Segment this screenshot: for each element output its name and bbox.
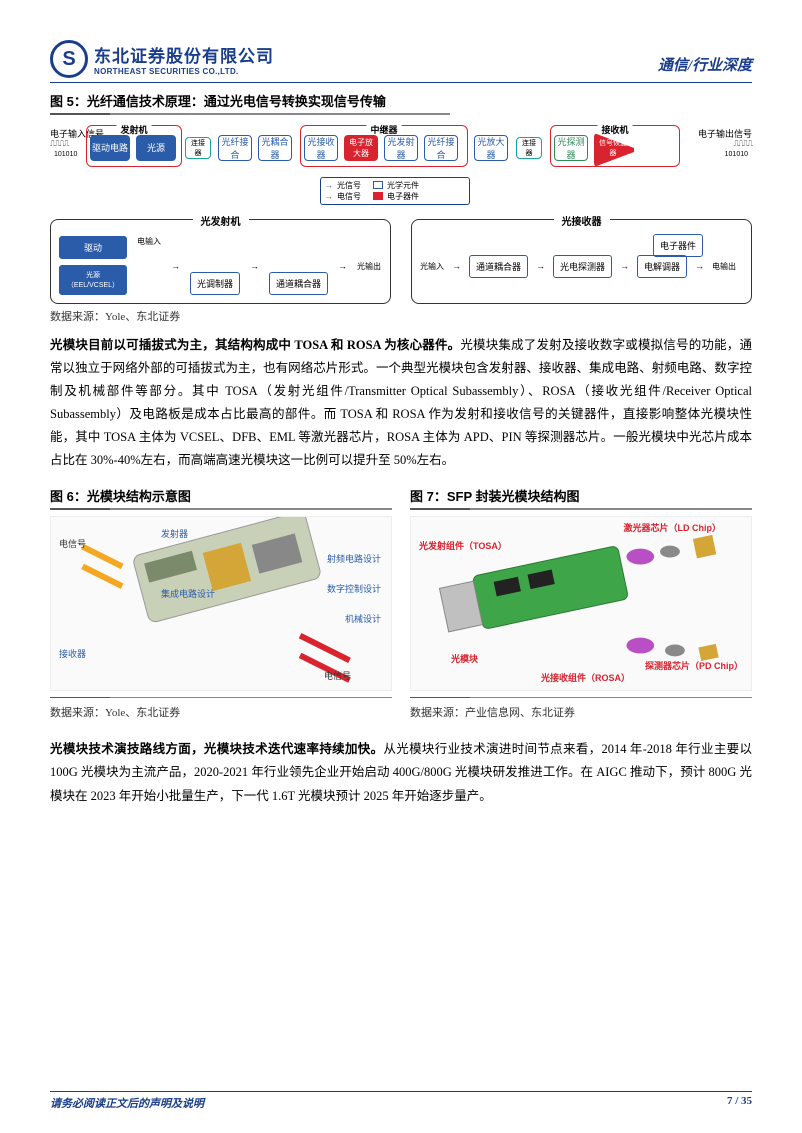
header-category: 通信/行业深度 <box>658 40 752 75</box>
fig6-ic: 集成电路设计 <box>161 587 215 600</box>
para1-bold: 光模块目前以可插拔式为主，其结构构成中 TOSA 和 ROSA 为核心器件。 <box>50 338 460 352</box>
para1: 光模块目前以可插拔式为主，其结构构成中 TOSA 和 ROSA 为核心器件。光模… <box>50 334 752 473</box>
fig7-module: 光模块 <box>451 652 478 665</box>
legend-opt: 光信号 <box>337 180 361 191</box>
sub-tx-out: 光输出 <box>357 261 381 272</box>
box-fcouple2: 光纤接合 <box>424 135 458 161</box>
para2-bold: 光模块技术演技路线方面，光模块技术迭代速率持续加快。 <box>50 742 383 756</box>
footer-disclaimer: 请务必阅读正文后的声明及说明 <box>50 1095 204 1111</box>
box-fcouple1: 光纤接合 <box>218 135 252 161</box>
sub-rx-det: 光电探测器 <box>553 255 612 278</box>
sub-rx-demod: 电解调器 <box>637 255 687 278</box>
fig7-divider2 <box>410 697 752 699</box>
para1-rest: 光模块集成了发射及接收数字或模拟信号的功能，通常以独立于网络外部的可插拔式为主，… <box>50 338 752 468</box>
fig5-title: 图 5：光纤通信技术原理：通过光电信号转换实现信号传输 <box>50 91 752 110</box>
fig6-rf: 射频电路设计 <box>327 552 381 565</box>
fig7-divider <box>410 508 752 510</box>
box-ocoupl: 光耦合器 <box>258 135 292 161</box>
logo-block: S 东北证券股份有限公司 NORTHEAST SECURITIES CO.,LT… <box>50 40 274 78</box>
fig6-divider2 <box>50 697 392 699</box>
input-bits: 101010 <box>54 151 77 158</box>
fig6-esig-out: 电信号 <box>324 669 351 682</box>
output-bits: 101010 <box>725 151 748 158</box>
fig6-title: 图 6：光模块结构示意图 <box>50 486 392 505</box>
fig6-rx: 接收器 <box>59 647 86 660</box>
fig6-tx: 发射器 <box>161 527 188 540</box>
fig6-esig-in: 电信号 <box>59 537 86 550</box>
fig7-tosa: 光发射组件（TOSA） <box>419 539 507 552</box>
fig5-source: 数据来源：Yole、东北证券 <box>50 308 752 324</box>
logo-cn: 东北证券股份有限公司 <box>94 42 274 67</box>
sub-tx-title: 光发射机 <box>193 213 249 228</box>
page-header: S 东北证券股份有限公司 NORTHEAST SECURITIES CO.,LT… <box>50 40 752 83</box>
fig7-title: 图 7：SFP 封装光模块结构图 <box>410 486 752 505</box>
box-odet: 光探测器 <box>554 135 588 161</box>
fig6-image: 电信号 发射器 集成电路设计 射频电路设计 数字控制设计 机械设计 接收器 电信… <box>50 516 392 691</box>
fig6-dc: 数字控制设计 <box>327 582 381 595</box>
output-label: 电子输出信号 <box>698 127 752 140</box>
logo-text: 东北证券股份有限公司 NORTHEAST SECURITIES CO.,LTD. <box>94 42 274 76</box>
fig5-divider <box>50 113 752 115</box>
box-eamp: 电子放大器 <box>344 135 378 161</box>
sub-rx-title: 光接收器 <box>554 213 610 228</box>
sub-rx-out: 电输出 <box>712 261 736 272</box>
box-sigrec: 信号恢复器 <box>596 138 630 158</box>
fig67-row: 图 6：光模块结构示意图 电信号 发射器 集成电路设计 射频电路设计 数字控制设… <box>50 480 752 730</box>
fig5-sub-row: 光发射机 驱动 光源（EEL/VCSEL） 电输入 → 光调制器 → 通道耦合器… <box>50 219 752 304</box>
legend-eleccomp: 电子器件 <box>387 191 419 202</box>
para2: 光模块技术演技路线方面，光模块技术迭代速率持续加快。从光模块行业技术演进时间节点… <box>50 738 752 807</box>
footer-page: 7 / 35 <box>727 1095 752 1111</box>
fig6-source: 数据来源：Yole、东北证券 <box>50 704 392 720</box>
tx-group-label: 发射机 <box>116 123 151 136</box>
sub-rx-in: 光输入 <box>420 261 444 272</box>
fig5-legend: →光信号 光学元件 →电信号 电子器件 <box>320 177 470 205</box>
fig7-source: 数据来源：产业信息网、东北证券 <box>410 704 752 720</box>
fig5-diagram: ⎍⎍⎍⎍ 电子输入信号 101010 发射机 驱动电路 光源 连接器 光纤接合 … <box>50 121 752 211</box>
fig6-col: 图 6：光模块结构示意图 电信号 发射器 集成电路设计 射频电路设计 数字控制设… <box>50 480 392 730</box>
box-laser: 光源 <box>136 135 176 161</box>
sub-tx-in: 电输入 <box>137 236 161 247</box>
fig7-col: 图 7：SFP 封装光模块结构图 激光器芯片（LD Chip） 光发射组件（TO… <box>410 480 752 730</box>
fig7-ld: 激光器芯片（LD Chip） <box>624 521 722 534</box>
sub-rx-demux: 通道耦合器 <box>469 255 528 278</box>
sub-tx-mod: 光调制器 <box>190 272 240 295</box>
logo-en: NORTHEAST SECURITIES CO.,LTD. <box>94 67 274 76</box>
legend-elec: 电信号 <box>337 191 361 202</box>
box-oemit: 光发射器 <box>384 135 418 161</box>
page-footer: 请务必阅读正文后的声明及说明 7 / 35 <box>50 1091 752 1111</box>
fig7-rosa: 光接收组件（ROSA） <box>541 671 630 684</box>
sub-tx-mux: 通道耦合器 <box>269 272 328 295</box>
fig7-image: 激光器芯片（LD Chip） 光发射组件（TOSA） 光模块 光接收组件（ROS… <box>410 516 752 691</box>
box-orecv: 光接收器 <box>304 135 338 161</box>
box-drive: 驱动电路 <box>90 135 130 161</box>
sub-tx: 光发射机 驱动 光源（EEL/VCSEL） 电输入 → 光调制器 → 通道耦合器… <box>50 219 391 304</box>
box-conn1: 连接器 <box>185 137 211 159</box>
fig6-mech: 机械设计 <box>345 612 381 625</box>
input-wave: ⎍⎍⎍⎍ <box>50 139 68 149</box>
logo-icon: S <box>50 40 88 78</box>
output-wave: ⎍⎍⎍⎍ <box>734 139 752 149</box>
sub-tx-drive: 驱动 <box>59 236 127 259</box>
sub-tx-src: 光源（EEL/VCSEL） <box>59 265 127 295</box>
box-conn2: 连接器 <box>516 137 542 159</box>
fig7-pd: 探测器芯片（PD Chip） <box>645 659 743 672</box>
legend-optcomp: 光学元件 <box>387 180 419 191</box>
sub-rx: 光接收器 光输入 → 通道耦合器 → 光电探测器 → 电解调器 → 电输出 电子… <box>411 219 752 304</box>
sub-rx-eamp: 电子器件 <box>653 234 703 257</box>
box-oamp: 光放大器 <box>474 135 508 161</box>
fig6-divider <box>50 508 392 510</box>
